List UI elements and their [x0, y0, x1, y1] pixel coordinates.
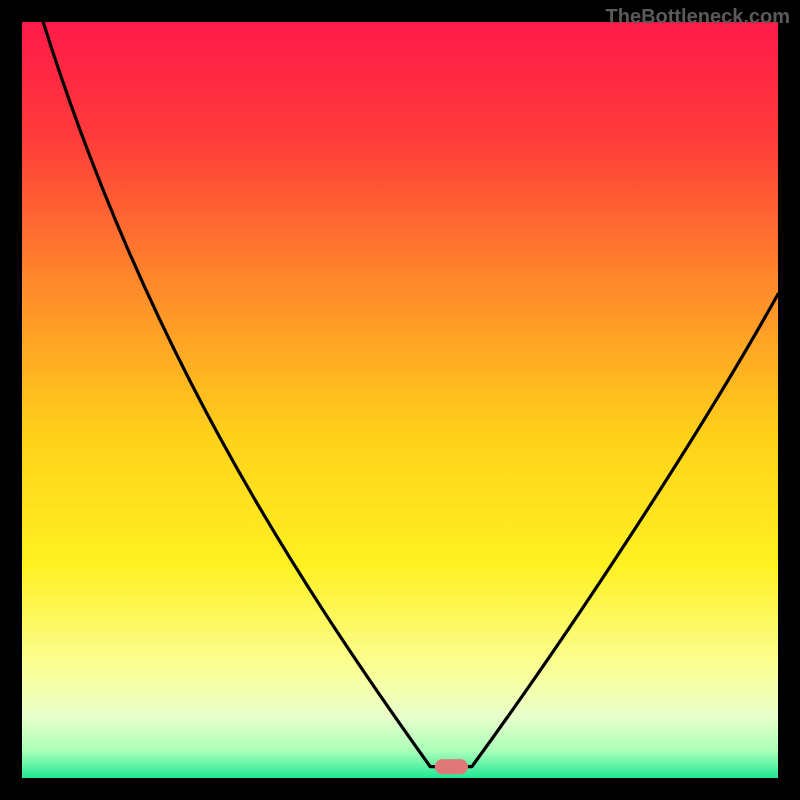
plot-background [22, 22, 778, 778]
chart-container: TheBottleneck.com [0, 0, 800, 800]
bottleneck-chart [0, 0, 800, 800]
watermark-text: TheBottleneck.com [606, 6, 790, 29]
optimal-marker [435, 759, 468, 774]
